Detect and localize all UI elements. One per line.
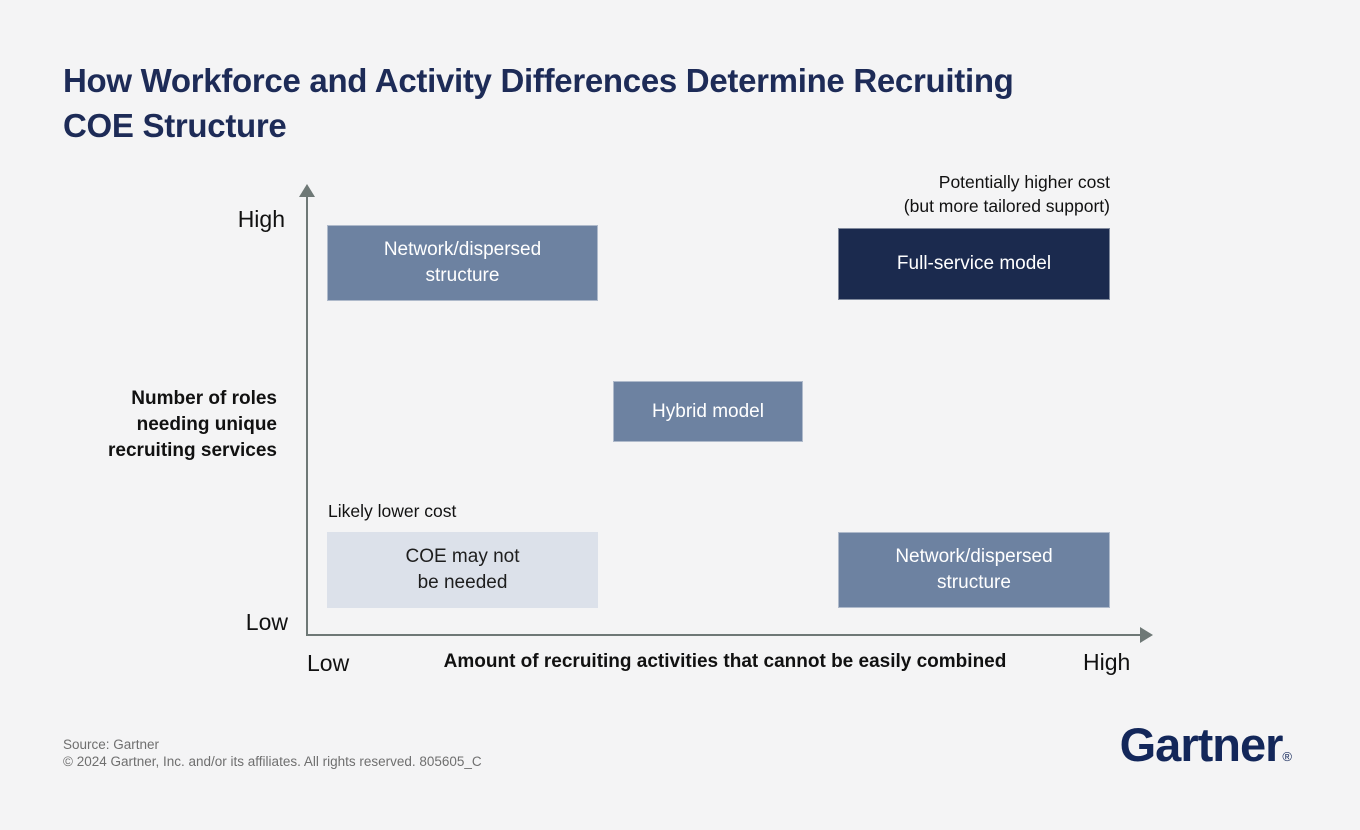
annotation-higher-cost: Potentially higher cost (but more tailor… <box>860 170 1110 218</box>
page-title-line1: How Workforce and Activity Differences D… <box>63 62 1014 99</box>
x-axis-low-label: Low <box>307 650 350 676</box>
annotation-higher-cost-line2: (but more tailored support) <box>903 196 1110 216</box>
gartner-logo-text: Gartner <box>1119 718 1284 771</box>
annotation-lower-cost: Likely lower cost <box>328 501 457 521</box>
x-axis-title: Amount of recruiting activities that can… <box>443 651 1007 672</box>
y-axis-title-line1: Number of roles <box>131 388 277 409</box>
x-axis-arrow-right-icon <box>1140 627 1153 643</box>
x-axis-high-label: High <box>1083 649 1131 675</box>
page-title: How Workforce and Activity Differences D… <box>63 58 1014 148</box>
y-axis-title-line3: recruiting services <box>108 440 277 461</box>
registered-trademark-icon: ® <box>1282 749 1292 764</box>
y-axis-arrow-up-icon <box>299 184 315 197</box>
box-network-dispersed-top-left: Network/dispersed structure <box>327 225 598 301</box>
box-label: Hybrid model <box>652 400 764 422</box>
box-coe-may-not-be-needed: COE may not be needed <box>327 532 598 608</box>
box-label: COE may not be needed <box>405 546 520 593</box>
box-full-service-model: Full-service model <box>838 228 1110 300</box>
x-axis-line <box>306 634 1142 636</box>
y-axis-title: Number of roles needing unique recruitin… <box>85 386 277 464</box>
box-label: Full-service model <box>896 253 1052 274</box>
box-hybrid-model: Hybrid model <box>613 381 803 442</box>
footer-copyright: © 2024 Gartner, Inc. and/or its affiliat… <box>63 754 482 769</box>
y-axis-low-label: Low <box>245 609 288 635</box>
footer-source: Source: Gartner <box>63 737 160 752</box>
box-label: Network/dispersed structure <box>383 239 542 286</box>
box-label: Network/dispersed structure <box>895 546 1053 593</box>
gartner-logo: Gartner® <box>1120 717 1292 772</box>
y-axis-line <box>306 195 308 635</box>
y-axis-title-line2: needing unique <box>136 414 277 435</box>
y-axis-high-label: High <box>237 206 285 232</box>
annotation-higher-cost-line1: Potentially higher cost <box>938 172 1110 192</box>
page-title-line2: COE Structure <box>63 107 287 144</box>
box-network-dispersed-bottom-right: Network/dispersed structure <box>838 532 1110 608</box>
